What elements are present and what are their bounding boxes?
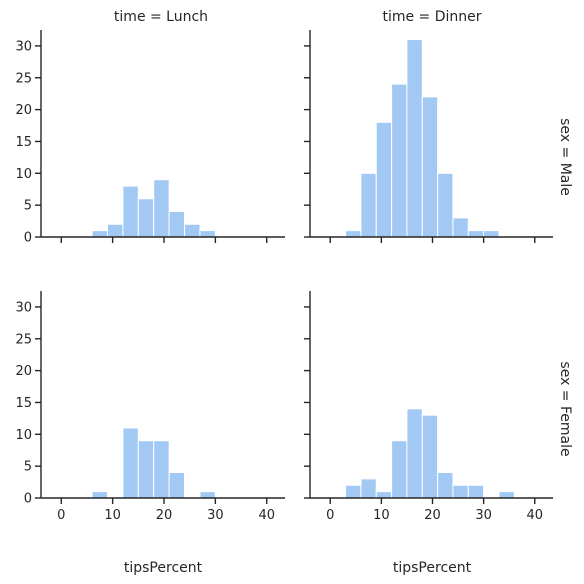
y-tick-label: 30 — [15, 39, 32, 54]
x-axis-label-right: tipsPercent — [393, 560, 472, 576]
y-tick-label: 10 — [15, 167, 32, 182]
histogram-bar — [391, 440, 408, 499]
histogram-bar — [421, 96, 439, 238]
y-tick-label: 25 — [15, 332, 32, 347]
x-tick-label: 10 — [104, 508, 121, 523]
histogram-bar — [137, 198, 155, 238]
histogram-bar — [153, 179, 170, 238]
histogram-bar — [452, 217, 469, 238]
x-tick-label: 0 — [57, 508, 65, 523]
y-tick-label: 0 — [24, 492, 32, 507]
panel-female-lunch: 0 5 10 15 20 25 30 0 10 20 30 40 — [15, 291, 285, 523]
y-tick-label: 30 — [15, 300, 32, 315]
x-tick-label: 40 — [258, 508, 275, 523]
y-tick-label: 20 — [15, 103, 32, 118]
histogram-bar — [483, 230, 500, 238]
histogram-bar — [199, 491, 216, 499]
histogram-bar — [137, 440, 155, 499]
histogram-bar — [406, 39, 423, 238]
y-tick-label: 0 — [24, 231, 32, 246]
histogram-bar — [421, 414, 439, 499]
histogram-bar — [498, 491, 515, 499]
row-title-female: sex = Female — [557, 361, 573, 456]
panel-male-dinner — [304, 30, 553, 243]
x-axis-label-left: tipsPercent — [124, 560, 203, 576]
x-tick-label: 20 — [156, 508, 173, 523]
histogram-bar — [437, 472, 454, 499]
histogram-bar — [391, 83, 408, 238]
y-tick-label: 15 — [15, 396, 32, 411]
x-tick-label: 10 — [373, 508, 390, 523]
histogram-bar — [437, 172, 454, 238]
histogram-bar — [406, 408, 423, 499]
histogram-bar — [360, 478, 377, 499]
histogram-bar — [107, 223, 124, 238]
histogram-bar — [199, 230, 216, 238]
histogram-bar — [91, 491, 109, 499]
histogram-bar — [168, 211, 186, 238]
y-tick-label: 25 — [15, 71, 32, 86]
histogram-bar — [452, 484, 469, 499]
row-title-male: sex = Male — [557, 118, 573, 196]
y-tick-label: 10 — [15, 428, 32, 443]
column-title-lunch: time = Lunch — [114, 9, 208, 25]
histogram-bar — [153, 440, 170, 499]
y-tick-label: 5 — [24, 199, 32, 214]
histogram-bar — [168, 472, 186, 499]
y-tick-label: 15 — [15, 135, 32, 150]
panel-female-dinner: 0 10 20 30 40 — [304, 291, 553, 523]
x-tick-label: 30 — [475, 508, 492, 523]
panel-male-lunch: 0 5 10 15 20 25 30 — [15, 30, 285, 246]
histogram-bar — [184, 223, 201, 238]
histogram-bar — [467, 230, 485, 238]
histogram-bar — [360, 172, 377, 238]
x-tick-label: 20 — [424, 508, 441, 523]
histogram-bar — [345, 230, 362, 238]
histogram-bar — [375, 491, 393, 499]
histogram-bar — [375, 121, 393, 238]
histogram-bar — [345, 484, 362, 499]
histogram-bar — [122, 427, 139, 499]
x-tick-label: 0 — [326, 508, 334, 523]
histogram-bar — [91, 230, 109, 238]
y-tick-label: 5 — [24, 460, 32, 475]
y-tick-label: 20 — [15, 364, 32, 379]
histogram-bar — [467, 484, 485, 499]
column-title-dinner: time = Dinner — [382, 9, 481, 25]
histogram-bar — [122, 185, 139, 238]
x-tick-label: 30 — [207, 508, 224, 523]
x-tick-label: 40 — [526, 508, 543, 523]
